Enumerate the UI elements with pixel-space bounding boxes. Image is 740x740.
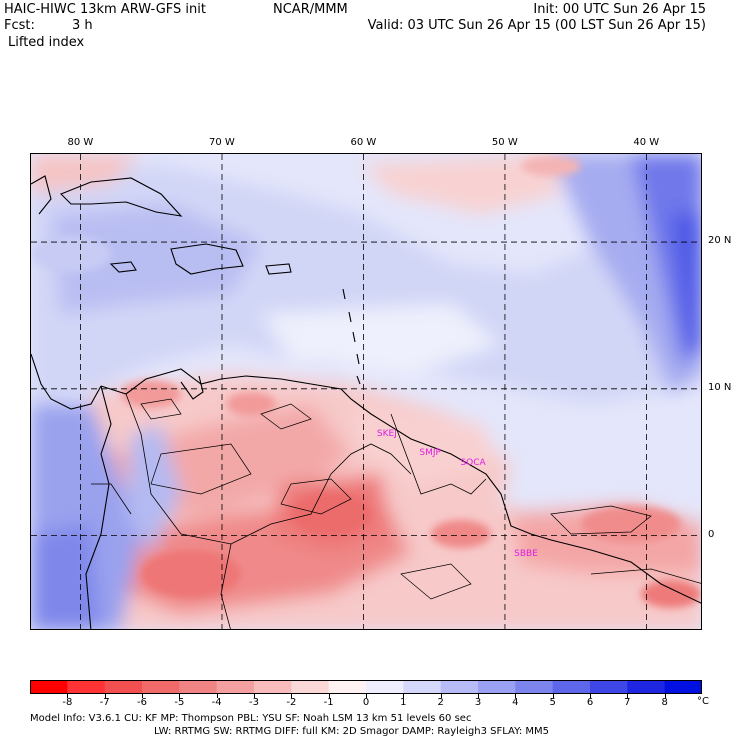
colorbar-swatch [254,680,292,694]
colorbar-label: -7 [99,697,110,708]
longitude-label: 50 W [491,137,518,148]
colorbar-tick [328,694,330,698]
colorbar-swatch [440,680,479,694]
colorbar-label: 5 [549,697,556,708]
colorbar-swatch [403,680,442,694]
colorbar-label: -4 [211,697,222,708]
colorbar-swatch [30,680,68,694]
colorbar [30,680,702,694]
colorbar-label: -1 [323,697,334,708]
colorbar-swatch [590,680,628,694]
colorbar-tick [478,694,479,698]
colorbar-label: 7 [624,697,631,708]
colorbar-swatch [515,680,554,694]
valid-time: Valid: 03 UTC Sun 26 Apr 15 (00 LST Sun … [367,18,706,33]
colorbar-tick [440,694,442,698]
colorbar-tick [552,694,554,698]
model-physics: LW: RRTMG SW: RRTMG DIFF: full KM: 2D Sm… [154,726,550,737]
colorbar-swatch [104,680,143,694]
station-label: SMJP [419,448,441,458]
colorbar-swatch [142,680,180,694]
colorbar-swatch [552,680,591,694]
map-canvas: SKEJ SMJP SOCA SBBE [31,154,701,629]
colorbar-tick [590,694,591,698]
colorbar-swatch [216,680,255,694]
colorbar-swatch [627,680,666,694]
colorbar-swatch [664,680,702,694]
colorbar-swatch [478,680,516,694]
colorbar-tick [366,694,367,698]
colorbar-swatch [366,680,404,694]
colorbar-tick [216,694,218,698]
colorbar-label: 1 [400,697,407,708]
lifted-index-map: SKEJ SMJP SOCA SBBE [30,153,702,630]
station-label: SOCA [460,458,486,468]
colorbar-label: -5 [174,697,185,708]
colorbar-border [30,680,702,694]
init-time: Init: 00 UTC Sun 26 Apr 15 [533,2,706,17]
colorbar-label: -3 [249,697,259,708]
colorbar-tick [291,694,293,698]
colorbar-tick [515,694,517,698]
longitude-label: 40 W [633,137,660,148]
stations: SKEJ SMJP SOCA SBBE [377,429,538,559]
coastlines [31,175,701,629]
colorbar-swatch [291,680,330,694]
organization: NCAR/MMM [273,2,348,17]
colorbar-label: 2 [437,697,444,708]
colorbar-label: -2 [286,697,297,708]
field-name: Lifted index [8,35,85,50]
forecast-value: 3 h [72,18,93,33]
station-label: SBBE [514,549,538,559]
colorbar-swatch [328,680,367,694]
colorbar-tick [254,694,255,698]
longitude-label: 70 W [208,137,235,148]
graticule [31,154,701,629]
field-detail [31,156,701,608]
colorbar-tick [67,694,69,698]
forecast-label: Fcst: [4,18,35,33]
colorbar-label: 4 [512,697,519,708]
contours [140,398,701,600]
station-label: SKEJ [377,429,397,439]
colorbar-label: -6 [137,697,147,708]
colorbar-label: 6 [586,697,594,708]
colorbar-tick [104,694,106,698]
model-info: Model Info: V3.6.1 CU: KF MP: Thompson P… [30,713,472,724]
latitude-label: 20 N [708,235,732,247]
latitude-label: 0 [708,528,715,540]
colorbar-label: 0 [362,697,370,708]
colorbar-label: 3 [474,697,482,708]
model-title: HAIC-HIWC 13km ARW-GFS init [4,2,206,17]
latitude-label: 10 N [708,381,732,393]
longitude-label: 80 W [67,137,94,148]
colorbar-tick [142,694,143,698]
colorbar-unit: °C [697,696,709,707]
longitude-label: 60 W [350,137,377,148]
colorbar-tick [403,694,405,698]
colorbar-label: -8 [62,697,73,708]
colorbar-tick [664,694,666,698]
colorbar-swatch [67,680,106,694]
colorbar-tick [179,694,181,698]
colorbar-label: 8 [661,697,668,708]
colorbar-swatch [179,680,218,694]
colorbar-tick [627,694,629,698]
field-shading [31,154,701,629]
